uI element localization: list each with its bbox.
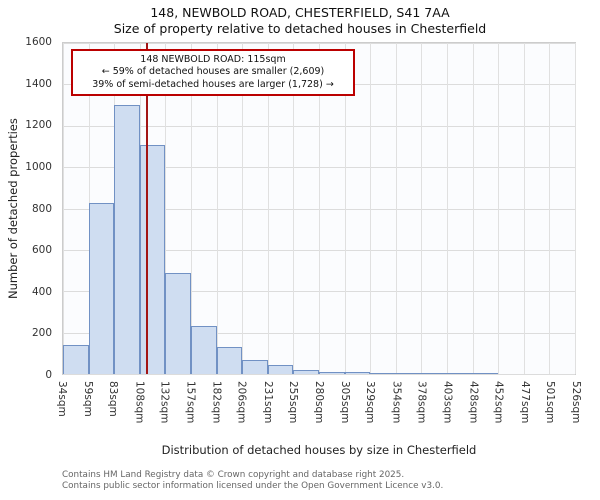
x-tick-label: 255sqm — [286, 381, 299, 424]
y-tick-label: 1000 — [25, 160, 52, 173]
y-tick-label: 0 — [45, 369, 52, 381]
x-tick-label: 526sqm — [570, 381, 582, 424]
v-gridline — [268, 43, 269, 374]
footer: Contains HM Land Registry data © Crown c… — [62, 470, 592, 492]
histogram-bar — [292, 369, 319, 374]
v-gridline — [164, 43, 166, 374]
v-gridline — [345, 43, 347, 374]
x-tick-label: 378sqm — [415, 381, 428, 424]
x-tick-labels: 34sqm 59sqm 83sqm 108sqm 132sqm 157sqm 182sqm 2… — [56, 379, 582, 441]
v-gridline — [292, 43, 294, 374]
footer-line2: Contains public sector information licen… — [62, 480, 444, 491]
y-tick-label: 800 — [31, 202, 52, 215]
x-tick-label: 206sqm — [235, 381, 248, 424]
histogram-bar — [164, 272, 191, 374]
v-gridline — [524, 43, 525, 374]
y-tick-label: 600 — [31, 244, 52, 257]
x-tick-label: 477sqm — [518, 381, 531, 424]
x-tick-label: 305sqm — [339, 381, 352, 424]
histogram-bar — [113, 105, 140, 374]
chart-title: 148, NEWBOLD ROAD, CHESTERFIELD, S41 7AA — [150, 5, 450, 20]
v-gridline — [63, 43, 64, 374]
y-tick-label: 1200 — [25, 119, 52, 132]
annotation-line1: 148 NEWBOLD ROAD: 115sqm — [140, 54, 286, 65]
v-gridline — [548, 43, 550, 374]
x-tick-label: 329sqm — [364, 381, 377, 424]
x-tick-label: 132sqm — [158, 381, 171, 424]
histogram-bar — [396, 373, 421, 374]
x-tick-label: 501sqm — [543, 381, 556, 424]
marker-line — [146, 43, 149, 374]
v-gridline — [497, 43, 499, 374]
v-gridline — [191, 43, 192, 374]
y-tick-label: 1600 — [25, 36, 52, 48]
x-axis-title: Distribution of detached houses by size … — [161, 443, 477, 457]
x-tick-label: 354sqm — [390, 381, 403, 424]
histogram-bar — [420, 373, 447, 374]
histogram-bar — [191, 326, 218, 374]
v-gridline — [369, 43, 371, 374]
histogram-bar — [369, 372, 396, 374]
x-tick-label: 182sqm — [210, 381, 223, 424]
h-gridline — [63, 374, 575, 375]
histogram-bar — [63, 345, 90, 374]
histogram-bar — [140, 145, 165, 374]
y-tick-label: 1400 — [25, 77, 52, 90]
v-gridline — [319, 43, 320, 374]
v-gridline — [217, 43, 219, 374]
x-tick-label: 403sqm — [441, 381, 454, 424]
histogram-bar — [268, 364, 293, 374]
v-gridline — [396, 43, 397, 374]
x-tick-label: 452sqm — [492, 381, 505, 424]
v-gridline — [575, 43, 576, 374]
v-gridline — [447, 43, 448, 374]
v-gridline — [473, 43, 475, 374]
x-tick-label: 59sqm — [82, 381, 95, 417]
histogram-bar — [241, 359, 268, 374]
v-gridline — [241, 43, 243, 374]
y-tick-label: 200 — [31, 327, 52, 340]
annotation-line2: ← 59% of detached houses are smaller (2,… — [101, 66, 325, 78]
x-tick-label: 231sqm — [261, 381, 274, 424]
histogram-bar — [89, 203, 114, 374]
x-tick-label: 83sqm — [107, 381, 120, 417]
x-tick-label: 157sqm — [184, 381, 197, 424]
histogram-bar — [319, 371, 346, 374]
x-tick-label: 280sqm — [313, 381, 325, 424]
plot-area: 148 NEWBOLD ROAD: 115sqm ← 59% of detach… — [62, 42, 576, 375]
x-tick-label: 34sqm — [56, 381, 68, 417]
annotation-line3: 39% of semi-detached houses are larger (… — [92, 78, 334, 90]
chart-subtitle: Size of property relative to detached ho… — [113, 21, 487, 36]
x-tick-label: 108sqm — [133, 381, 146, 424]
v-gridline — [420, 43, 422, 374]
histogram-bar — [217, 347, 242, 374]
x-tick-label: 428sqm — [467, 381, 480, 424]
histogram-bar — [345, 371, 370, 374]
annotation-box: 148 NEWBOLD ROAD: 115sqm ← 59% of detach… — [71, 49, 355, 97]
y-tick-labels: 0 200 400 600 800 1000 1200 1400 1600 — [0, 36, 58, 381]
histogram-bar — [473, 373, 498, 374]
footer-line1: Contains HM Land Registry data © Crown c… — [62, 470, 405, 480]
histogram-bar — [447, 373, 474, 374]
y-tick-label: 400 — [31, 285, 52, 298]
